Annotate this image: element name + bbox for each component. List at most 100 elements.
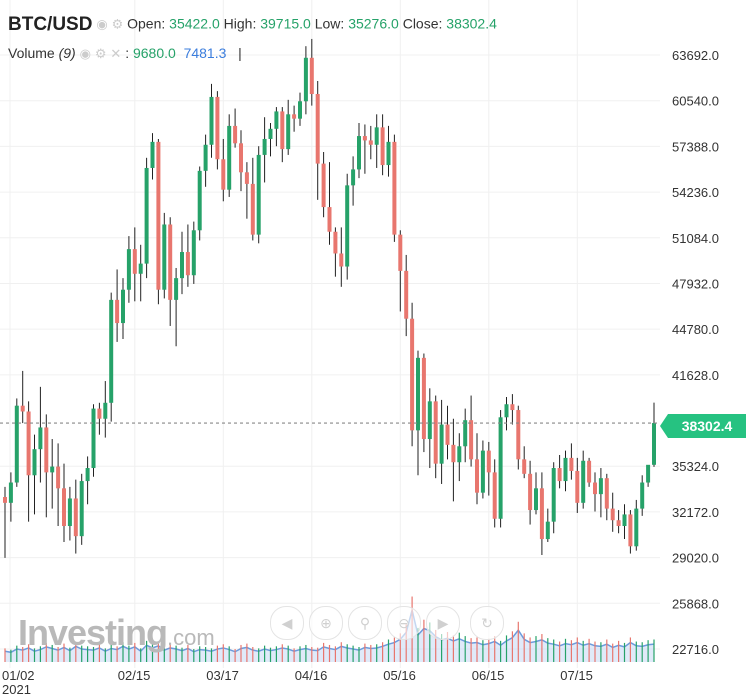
y-tick-label: 54236.0 [672,185,719,200]
reset-chart-icon[interactable]: ↻ [470,606,504,640]
candle-body [628,514,633,547]
candle-body [504,404,509,418]
candle-body [492,472,497,519]
candle-body [250,183,255,235]
gear-icon[interactable]: ⚙ [94,46,107,61]
candle-body [398,234,403,271]
candle-body [451,444,456,463]
candle-body [274,111,279,129]
eye-icon[interactable]: ◉ [96,16,108,32]
candle-body [333,231,338,254]
candle-body [262,138,267,155]
scroll-left-button[interactable]: ◀ [270,606,304,640]
candle-body [185,252,190,276]
volume-separator: | [238,45,242,61]
candle-body [374,127,379,145]
candle-body [303,57,308,102]
volume-ma-value: 7481.3 [183,45,227,61]
candle-body [73,498,78,537]
candle-body [427,401,432,440]
candle-body [56,466,61,489]
close-icon[interactable]: ✕ [110,46,122,61]
candle-body [197,170,202,231]
candle-body [392,141,397,235]
low-value: 35276.0 [348,15,399,32]
x-tick-label: 03/17 [206,668,239,683]
candle-body [144,167,149,264]
candle-body [581,460,586,503]
zoom-out-icon[interactable]: ⊖ [387,606,421,640]
candle-body [79,481,84,537]
gear-icon[interactable]: ⚙ [111,16,124,32]
candle-body [50,466,55,473]
x-tick-label: 06/15 [472,668,505,683]
candle-body [563,457,568,482]
candle-body [168,224,173,300]
candle-body [534,488,538,511]
candle-body [67,498,72,527]
candle-body [97,408,102,419]
candle-body [587,460,592,483]
candle-body [180,252,184,279]
low-label: Low: [314,15,345,32]
symbol-title: BTC/USD [8,14,93,35]
volume-period: (9) [58,45,76,61]
candle-body [362,136,367,141]
candle-body [569,457,574,471]
candle-body [351,169,356,186]
candle-body [640,482,645,509]
candle-body [203,144,208,171]
candle-body [545,521,550,540]
y-tick-label: 35324.0 [672,459,719,474]
candle-body [32,449,37,476]
candle-body [522,459,527,474]
high-label: High: [223,15,257,32]
open-label: Open: [127,15,166,32]
zoom-in-icon[interactable]: ⊕ [309,606,343,640]
candle-body [191,230,196,276]
candle-body [227,125,232,190]
y-tick-label: 32172.0 [672,505,719,520]
candle-body [416,357,420,431]
candle-body [498,417,503,519]
candle-body [380,127,385,166]
y-tick-label: 29020.0 [672,551,719,566]
candle-body [268,128,273,139]
logo-brand: Investing [18,612,168,653]
candle-body [20,405,25,412]
candle-body [357,136,361,170]
candle-body [327,207,332,232]
candle-body [85,468,90,482]
volume-label: Volume [8,45,55,61]
candle-body [486,450,491,473]
scroll-right-button[interactable]: ▶ [426,606,460,640]
ohlc-header: BTC/USD ◉ ⚙ Open: 35422.0 High: 39715.0 … [8,14,497,36]
candle-body [156,141,161,290]
candle-body [480,450,485,493]
candle-body [150,141,155,168]
candle-body [528,473,533,511]
candle-body [91,408,96,469]
eye-icon[interactable]: ◉ [79,46,91,61]
candle-body [239,143,243,173]
candle-body [26,411,31,476]
candle-body [215,96,220,160]
candle-body [209,96,214,145]
candle-body [457,446,462,463]
candle-body [280,111,285,150]
candle-body [634,508,639,547]
high-value: 39715.0 [260,15,311,32]
candle-body [410,318,415,431]
candle-body [309,57,314,95]
candle-body [244,172,249,184]
candle-body [233,125,238,144]
candle-body [286,114,291,150]
zoom-reset-icon[interactable]: ⚲ [348,606,382,640]
x-tick-label: 05/16 [383,668,416,683]
candle-body [516,410,521,460]
candle-body [3,497,7,503]
y-tick-label: 63692.0 [672,48,719,63]
candle-body [551,468,556,522]
investing-logo: Investing.com [18,612,215,654]
